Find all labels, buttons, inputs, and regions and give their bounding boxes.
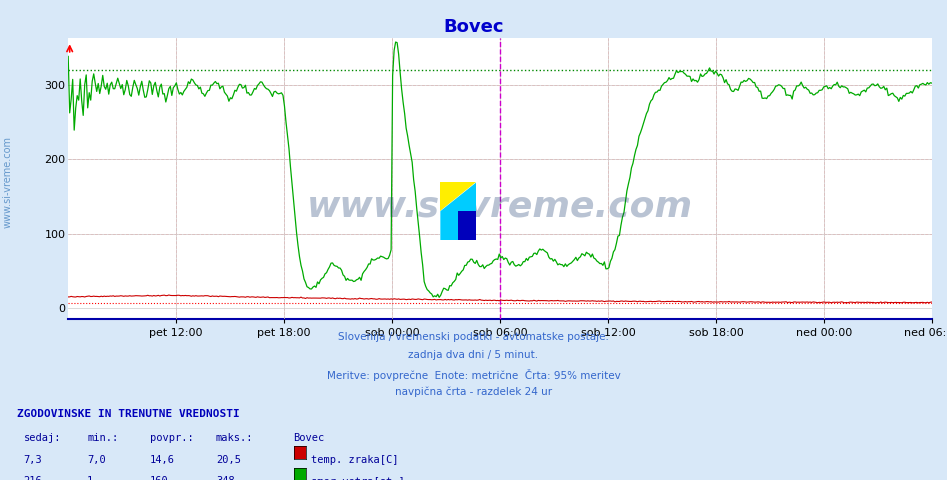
Text: smer vetra[st.]: smer vetra[st.] — [311, 476, 404, 480]
Text: www.si-vreme.com: www.si-vreme.com — [3, 136, 12, 228]
Text: min.:: min.: — [87, 433, 118, 443]
Text: sedaj:: sedaj: — [24, 433, 62, 443]
Text: Meritve: povprečne  Enote: metrične  Črta: 95% meritev: Meritve: povprečne Enote: metrične Črta:… — [327, 369, 620, 381]
Polygon shape — [440, 182, 476, 211]
Text: 216: 216 — [24, 476, 43, 480]
Polygon shape — [458, 211, 476, 240]
Polygon shape — [440, 182, 476, 240]
Text: 20,5: 20,5 — [216, 455, 241, 465]
Text: www.si-vreme.com: www.si-vreme.com — [307, 190, 693, 224]
Text: Bovec: Bovec — [443, 18, 504, 36]
Text: 160: 160 — [150, 476, 169, 480]
Text: maks.:: maks.: — [216, 433, 254, 443]
Text: 1: 1 — [87, 476, 94, 480]
Text: 348: 348 — [216, 476, 235, 480]
Text: povpr.:: povpr.: — [150, 433, 193, 443]
Text: 7,3: 7,3 — [24, 455, 43, 465]
Text: temp. zraka[C]: temp. zraka[C] — [311, 455, 398, 465]
Text: ZGODOVINSKE IN TRENUTNE VREDNOSTI: ZGODOVINSKE IN TRENUTNE VREDNOSTI — [17, 409, 240, 419]
Text: Bovec: Bovec — [294, 433, 325, 443]
Text: Slovenija / vremenski podatki - avtomatske postaje.: Slovenija / vremenski podatki - avtomats… — [338, 332, 609, 342]
Text: navpična črta - razdelek 24 ur: navpična črta - razdelek 24 ur — [395, 387, 552, 397]
Text: 14,6: 14,6 — [150, 455, 174, 465]
Text: zadnja dva dni / 5 minut.: zadnja dva dni / 5 minut. — [408, 350, 539, 360]
Text: 7,0: 7,0 — [87, 455, 106, 465]
